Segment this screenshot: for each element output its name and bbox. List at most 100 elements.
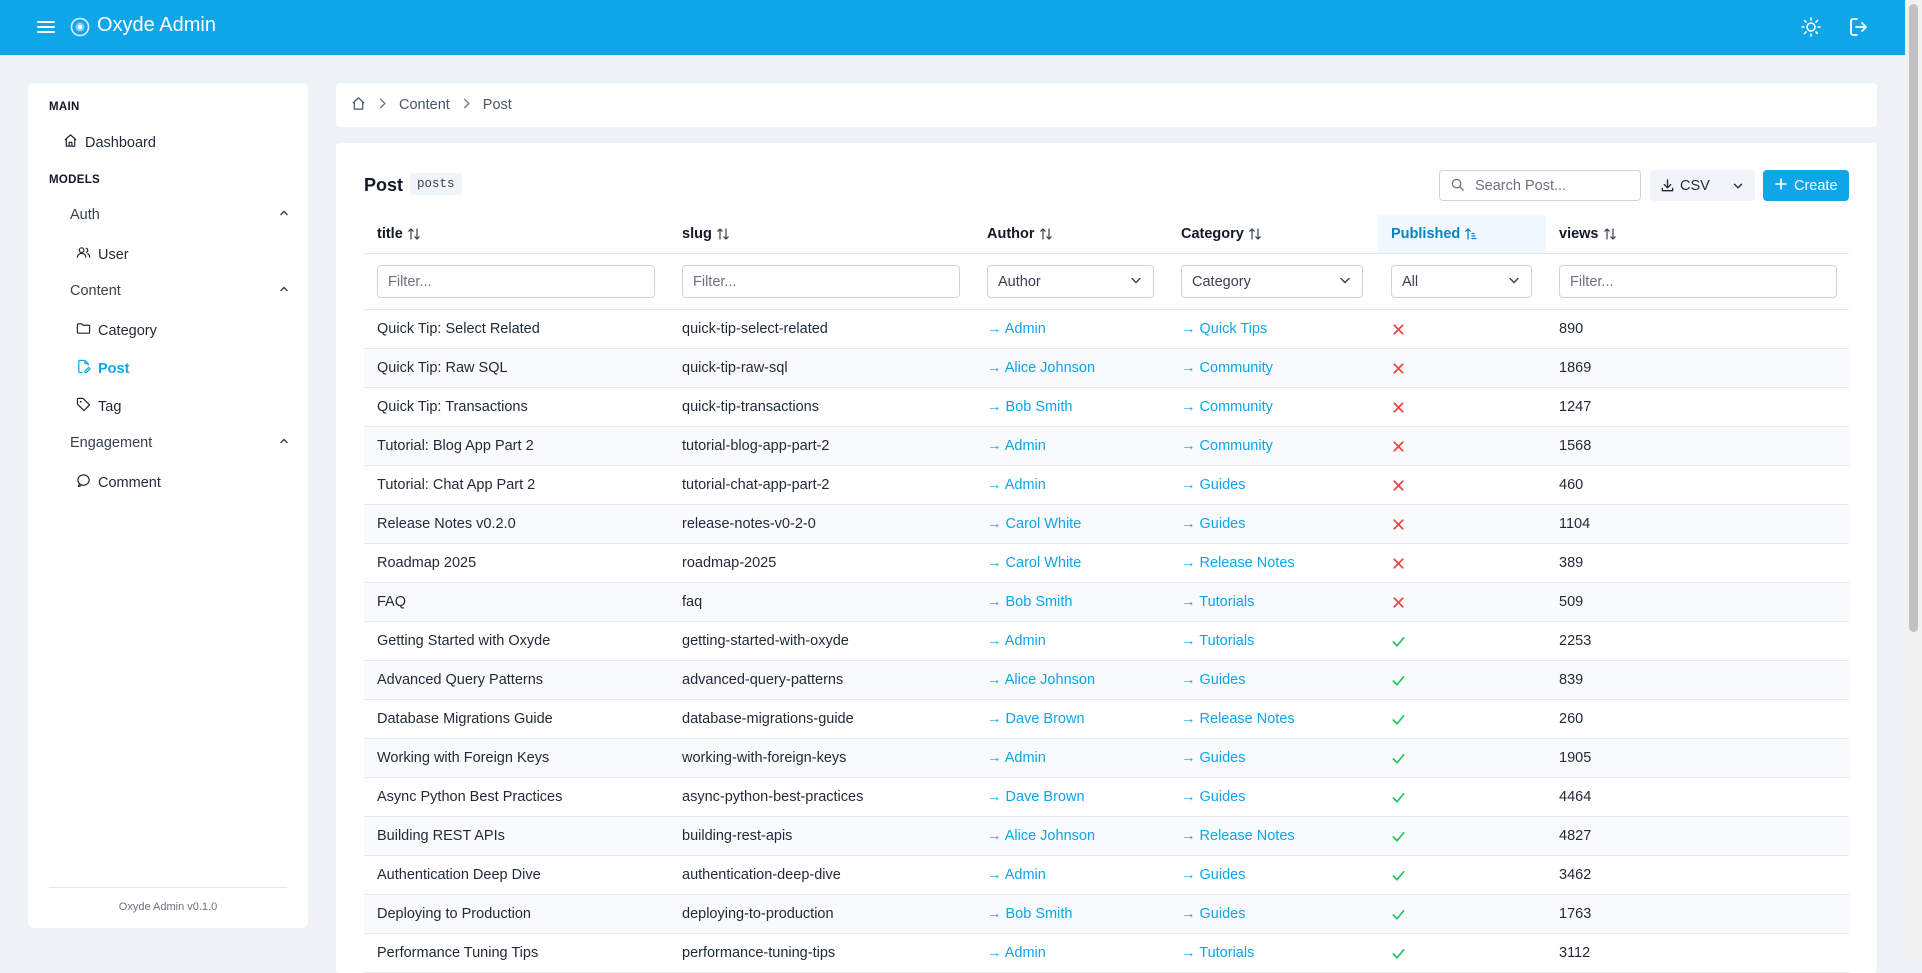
home-icon[interactable] [351,96,366,115]
category-link[interactable]: → Guides [1181,906,1246,922]
breadcrumb-item-content[interactable]: Content [399,97,450,113]
category-link[interactable]: → Tutorials [1181,945,1255,961]
filter-author-select[interactable]: Author [987,265,1154,298]
table-row[interactable]: Getting Started with Oxyde getting-starte… [364,621,1849,661]
sidebar-item-category[interactable]: Category [76,321,157,340]
sidebar-item-tag[interactable]: Tag [76,397,121,416]
sidebar-item-dashboard[interactable]: Dashboard [63,133,156,152]
logout-icon[interactable] [1848,16,1870,38]
sidebar-group-content[interactable]: Content [70,283,300,299]
category-link[interactable]: → Community [1181,399,1273,415]
create-button[interactable]: Create [1763,170,1849,201]
sort-icon[interactable] [407,227,421,241]
cell-slug: async-python-best-practices [669,777,974,817]
cell-views: 509 [1546,582,1849,622]
sort-icon[interactable] [1603,227,1617,241]
category-link[interactable]: → Guides [1181,477,1246,493]
category-link[interactable]: → Guides [1181,789,1246,805]
sidebar-item-user[interactable]: User [76,245,129,264]
chevron-down-icon[interactable] [1731,179,1745,193]
table-row[interactable]: Quick Tip: Select Related quick-tip-selec… [364,309,1849,349]
cell-category: → Guides [1168,738,1378,778]
category-link[interactable]: → Quick Tips [1181,321,1268,337]
table-row[interactable]: Performance Tuning Tips performance-tunin… [364,933,1849,973]
sidebar-divider [49,887,287,888]
sort-icon[interactable] [1248,227,1262,241]
column-header-published[interactable]: Published [1378,215,1546,254]
column-header-views[interactable]: views [1546,215,1849,254]
author-link[interactable]: → Dave Brown [987,789,1085,805]
author-link[interactable]: → Admin [987,945,1046,961]
category-link[interactable]: → Community [1181,360,1273,376]
author-link[interactable]: → Alice Johnson [987,828,1096,844]
cell-slug: advanced-query-patterns [669,660,974,700]
table-row[interactable]: Working with Foreign Keys working-with-fo… [364,738,1849,778]
table-row[interactable]: Quick Tip: Raw SQL quick-tip-raw-sql → Ali… [364,348,1849,388]
author-link[interactable]: → Carol White [987,555,1082,571]
author-link[interactable]: → Admin [987,633,1046,649]
author-link[interactable]: → Alice Johnson [987,360,1096,376]
table-row[interactable]: Release Notes v0.2.0 release-notes-v0-2-0… [364,504,1849,544]
search-box[interactable] [1439,170,1641,201]
filter-slug-input[interactable] [682,265,960,298]
author-link[interactable]: → Bob Smith [987,594,1073,610]
cell-slug: quick-tip-select-related [669,309,974,349]
author-link[interactable]: → Carol White [987,516,1082,532]
page-scrollbar-thumb[interactable] [1909,4,1918,632]
author-link[interactable]: → Bob Smith [987,399,1073,415]
category-link[interactable]: → Guides [1181,672,1246,688]
table-row[interactable]: Quick Tip: Transactions quick-tip-transac… [364,387,1849,427]
author-link[interactable]: → Admin [987,750,1046,766]
cell-category: → Tutorials [1168,582,1378,622]
category-link[interactable]: → Release Notes [1181,711,1295,727]
category-link[interactable]: → Community [1181,438,1273,454]
table-row[interactable]: Async Python Best Practices async-python-… [364,777,1849,817]
filter-title-input[interactable] [377,265,655,298]
filter-views-input[interactable] [1559,265,1837,298]
author-link[interactable]: → Admin [987,477,1046,493]
sidebar-group-auth[interactable]: Auth [70,207,300,223]
table-row[interactable]: Roadmap 2025 roadmap-2025 → Carol White → R… [364,543,1849,583]
category-link[interactable]: → Tutorials [1181,594,1255,610]
cell-author: → Dave Brown [974,699,1168,739]
sidebar-heading-models: MODELS [49,174,100,186]
sort-ascending-icon[interactable] [1464,227,1478,241]
filter-published-select[interactable]: All [1391,265,1532,298]
author-link[interactable]: → Admin [987,438,1046,454]
author-link[interactable]: → Admin [987,321,1046,337]
column-header-author[interactable]: Author [974,215,1168,254]
table-row[interactable]: Tutorial: Blog App Part 2 tutorial-blog-a… [364,426,1849,466]
column-header-slug[interactable]: slug [669,215,974,254]
menu-icon[interactable] [36,17,56,37]
table-row[interactable]: Advanced Query Patterns advanced-query-pa… [364,660,1849,700]
author-link[interactable]: → Dave Brown [987,711,1085,727]
sort-icon[interactable] [716,227,730,241]
sidebar-item-comment[interactable]: Comment [76,473,161,492]
category-link[interactable]: → Tutorials [1181,633,1255,649]
author-link[interactable]: → Bob Smith [987,906,1073,922]
table-row[interactable]: FAQ faq → Bob Smith → Tutorials 509 [364,582,1849,622]
table-row[interactable]: Tutorial: Chat App Part 2 tutorial-chat-a… [364,465,1849,505]
column-header-title[interactable]: title [364,215,669,254]
category-link[interactable]: → Release Notes [1181,828,1295,844]
table-row[interactable]: Deploying to Production deploying-to-prod… [364,894,1849,934]
sun-icon[interactable] [1800,16,1822,38]
column-header-category[interactable]: Category [1168,215,1378,254]
table-row[interactable]: Building REST APIs building-rest-apis → Al… [364,816,1849,856]
cell-views: 2253 [1546,621,1849,661]
csv-export-button[interactable]: CSV [1650,170,1755,201]
category-link[interactable]: → Guides [1181,867,1246,883]
table-row[interactable]: Authentication Deep Dive authentication-d… [364,855,1849,895]
sidebar-item-post[interactable]: Post [76,359,129,378]
filter-category-select[interactable]: Category [1181,265,1363,298]
table-row[interactable]: Database Migrations Guide database-migrat… [364,699,1849,739]
sort-icon[interactable] [1039,227,1053,241]
search-input[interactable] [1473,176,1637,195]
author-link[interactable]: → Alice Johnson [987,672,1096,688]
category-link[interactable]: → Guides [1181,750,1246,766]
category-link[interactable]: → Release Notes [1181,555,1295,571]
sidebar-group-engagement[interactable]: Engagement [70,435,300,451]
check-icon [1391,867,1406,883]
author-link[interactable]: → Admin [987,867,1046,883]
category-link[interactable]: → Guides [1181,516,1246,532]
